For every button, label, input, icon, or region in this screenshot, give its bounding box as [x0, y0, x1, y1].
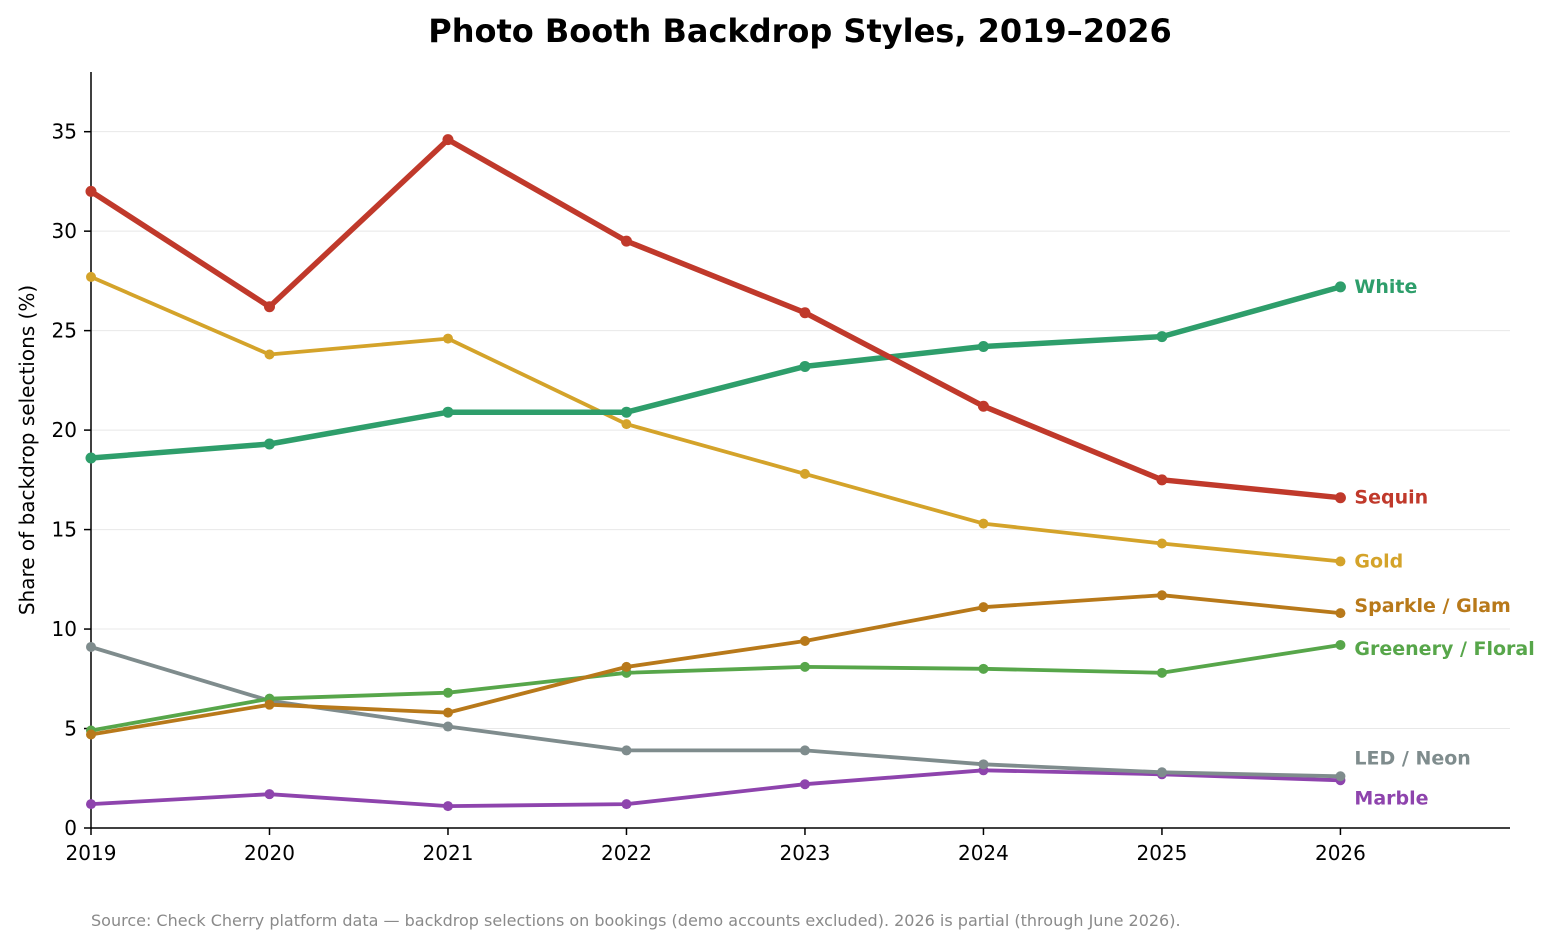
y-tick-label: 0 — [64, 816, 77, 840]
series-sparkle-glam — [86, 590, 1346, 740]
data-point-sparkle-glam — [1335, 608, 1346, 619]
data-point-sequin — [1156, 474, 1168, 486]
data-point-led-neon — [621, 745, 632, 756]
data-point-sequin — [442, 134, 454, 146]
y-tick-label: 10 — [52, 617, 77, 641]
y-tick-label: 35 — [52, 120, 77, 144]
data-point-sparkle-glam — [621, 661, 632, 672]
data-point-white — [1334, 281, 1346, 293]
series-white — [85, 281, 1346, 464]
y-tick-label: 25 — [52, 319, 77, 343]
data-point-greenery-floral — [1156, 667, 1167, 678]
series-sequin — [85, 134, 1346, 504]
y-tick-label: 30 — [52, 219, 77, 243]
gridlines — [91, 131, 1510, 730]
data-point-greenery-floral — [442, 687, 453, 698]
data-point-led-neon — [86, 641, 96, 652]
series-label-marble: Marble — [1354, 787, 1428, 809]
data-point-sequin — [85, 185, 97, 197]
x-tick-label: 2026 — [1315, 841, 1366, 865]
series-label-sparkle-glam: Sparkle / Glam — [1354, 595, 1510, 617]
x-tick-label: 2025 — [1136, 841, 1187, 865]
x-tick-label: 2024 — [958, 841, 1009, 865]
data-point-marble — [621, 799, 632, 810]
series-label-greenery-floral: Greenery / Floral — [1354, 638, 1534, 660]
series-line-greenery-floral — [89, 643, 1343, 733]
y-tick-label: 20 — [52, 418, 77, 442]
data-point-gold — [978, 518, 989, 529]
series-line-sparkle-glam — [89, 593, 1343, 737]
data-point-marble — [86, 799, 96, 810]
data-point-marble — [799, 779, 810, 790]
series-label-gold: Gold — [1354, 550, 1403, 572]
y-tick-label: 5 — [64, 717, 77, 741]
data-point-led-neon — [1335, 771, 1346, 782]
x-tick-label: 2019 — [66, 841, 117, 865]
series-label-white: White — [1354, 276, 1417, 298]
series-line-led-neon — [89, 645, 1343, 779]
chart-title: Photo Booth Backdrop Styles, 2019–2026 — [428, 12, 1172, 50]
data-point-white — [442, 406, 454, 418]
series-led-neon — [86, 641, 1346, 782]
data-point-gold — [264, 349, 275, 360]
data-point-led-neon — [799, 745, 810, 756]
data-point-led-neon — [442, 721, 453, 732]
data-point-greenery-floral — [978, 663, 989, 674]
x-tick-label: 2021 — [423, 841, 474, 865]
data-point-white — [1156, 331, 1168, 343]
data-point-white — [977, 341, 989, 353]
y-tick-label: 15 — [52, 518, 77, 542]
series-label-led-neon: LED / Neon — [1354, 747, 1470, 769]
data-point-white — [263, 438, 275, 450]
data-point-led-neon — [1156, 767, 1167, 778]
data-point-white — [799, 360, 811, 372]
series-lines — [85, 134, 1346, 812]
data-point-gold — [1335, 556, 1346, 567]
data-point-sequin — [1334, 492, 1346, 504]
data-point-sparkle-glam — [978, 602, 989, 613]
data-point-sequin — [263, 301, 275, 313]
data-point-greenery-floral — [1335, 639, 1346, 650]
data-point-gold — [799, 468, 810, 479]
data-point-sparkle-glam — [442, 707, 453, 718]
series-line-white — [88, 284, 1344, 461]
y-axis-label: Share of backdrop selections (%) — [15, 285, 39, 615]
data-point-sparkle-glam — [1156, 590, 1167, 601]
series-label-sequin: Sequin — [1354, 487, 1428, 509]
data-point-white — [85, 452, 97, 464]
data-point-gold — [621, 419, 632, 430]
data-point-sparkle-glam — [86, 729, 96, 740]
data-point-sequin — [799, 307, 811, 319]
x-tick-label: 2020 — [244, 841, 295, 865]
x-tick-label: 2023 — [780, 841, 831, 865]
data-point-sequin — [620, 235, 632, 247]
data-point-gold — [1156, 538, 1167, 549]
data-point-sparkle-glam — [799, 635, 810, 646]
series-labels: Sequin White Gold Sparkle / Glam Greenery / … — [1354, 276, 1534, 809]
source-note: Source: Check Cherry platform data — bac… — [91, 911, 1181, 930]
data-point-gold — [442, 333, 453, 344]
data-point-led-neon — [978, 759, 989, 770]
data-point-marble — [264, 789, 275, 800]
data-point-sparkle-glam — [264, 699, 275, 710]
data-point-marble — [442, 801, 453, 812]
series-gold — [86, 271, 1346, 567]
data-point-greenery-floral — [799, 661, 810, 672]
series-line-gold — [89, 274, 1343, 564]
data-point-white — [620, 406, 632, 418]
series-line-marble — [89, 768, 1343, 808]
data-point-gold — [86, 271, 96, 282]
x-tick-label: 2022 — [601, 841, 652, 865]
data-point-sequin — [977, 400, 989, 412]
series-line-sequin — [88, 136, 1344, 501]
